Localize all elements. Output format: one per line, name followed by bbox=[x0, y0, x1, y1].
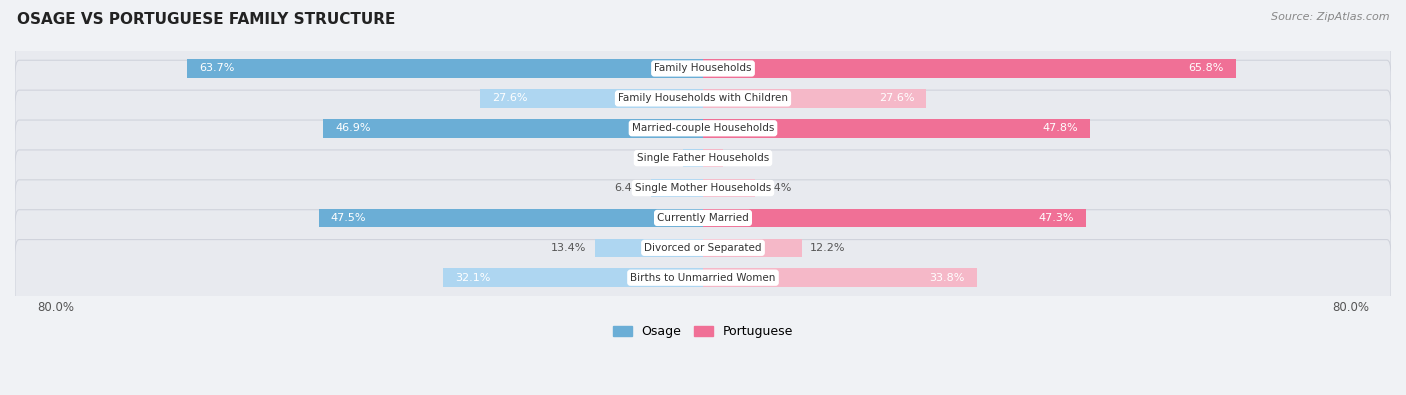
Text: 63.7%: 63.7% bbox=[200, 64, 235, 73]
Bar bbox=[479, 89, 703, 107]
Bar bbox=[651, 179, 703, 198]
Text: OSAGE VS PORTUGUESE FAMILY STRUCTURE: OSAGE VS PORTUGUESE FAMILY STRUCTURE bbox=[17, 12, 395, 27]
Text: 6.4%: 6.4% bbox=[614, 183, 643, 193]
FancyBboxPatch shape bbox=[15, 180, 1391, 256]
Bar bbox=[703, 179, 755, 198]
FancyBboxPatch shape bbox=[15, 60, 1391, 137]
Bar bbox=[323, 119, 703, 137]
Text: 46.9%: 46.9% bbox=[336, 123, 371, 133]
Text: 47.8%: 47.8% bbox=[1042, 123, 1078, 133]
Bar bbox=[703, 269, 977, 287]
Legend: Osage, Portuguese: Osage, Portuguese bbox=[607, 320, 799, 343]
Bar bbox=[703, 209, 1085, 227]
Bar bbox=[703, 149, 723, 167]
Bar bbox=[703, 59, 1236, 78]
Bar bbox=[703, 239, 801, 257]
Bar bbox=[187, 59, 703, 78]
Text: 27.6%: 27.6% bbox=[492, 93, 527, 103]
Text: Family Households: Family Households bbox=[654, 64, 752, 73]
Text: 2.5%: 2.5% bbox=[731, 153, 759, 163]
Bar bbox=[703, 89, 927, 107]
FancyBboxPatch shape bbox=[15, 30, 1391, 107]
Text: 13.4%: 13.4% bbox=[551, 243, 586, 253]
Text: 65.8%: 65.8% bbox=[1188, 64, 1223, 73]
Text: 47.3%: 47.3% bbox=[1038, 213, 1074, 223]
Bar bbox=[443, 269, 703, 287]
Text: Divorced or Separated: Divorced or Separated bbox=[644, 243, 762, 253]
Text: 12.2%: 12.2% bbox=[810, 243, 845, 253]
Text: 47.5%: 47.5% bbox=[330, 213, 366, 223]
Text: Single Mother Households: Single Mother Households bbox=[636, 183, 770, 193]
Text: Single Father Households: Single Father Households bbox=[637, 153, 769, 163]
Bar bbox=[703, 119, 1090, 137]
FancyBboxPatch shape bbox=[15, 210, 1391, 286]
Text: Births to Unmarried Women: Births to Unmarried Women bbox=[630, 273, 776, 283]
FancyBboxPatch shape bbox=[15, 90, 1391, 166]
FancyBboxPatch shape bbox=[15, 120, 1391, 196]
Text: Family Households with Children: Family Households with Children bbox=[619, 93, 787, 103]
Text: Married-couple Households: Married-couple Households bbox=[631, 123, 775, 133]
Text: 32.1%: 32.1% bbox=[456, 273, 491, 283]
Text: 33.8%: 33.8% bbox=[929, 273, 965, 283]
Text: 2.5%: 2.5% bbox=[647, 153, 675, 163]
Text: Currently Married: Currently Married bbox=[657, 213, 749, 223]
Bar bbox=[319, 209, 703, 227]
Text: Source: ZipAtlas.com: Source: ZipAtlas.com bbox=[1271, 12, 1389, 22]
Text: 6.4%: 6.4% bbox=[763, 183, 792, 193]
Bar bbox=[683, 149, 703, 167]
FancyBboxPatch shape bbox=[15, 240, 1391, 316]
Text: 27.6%: 27.6% bbox=[879, 93, 914, 103]
Bar bbox=[595, 239, 703, 257]
FancyBboxPatch shape bbox=[15, 150, 1391, 226]
